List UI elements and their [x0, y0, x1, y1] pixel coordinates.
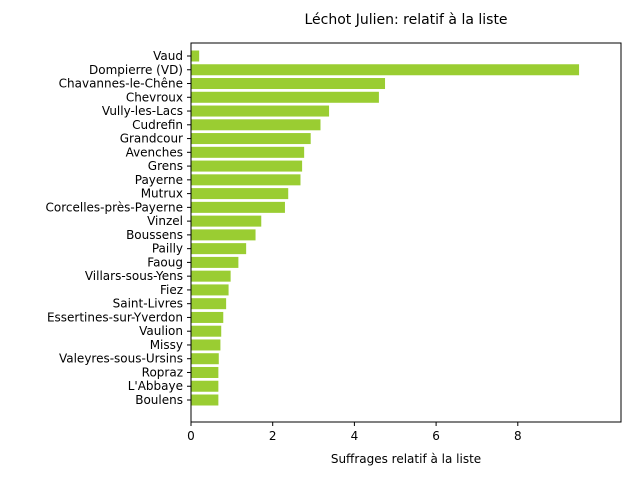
bar [191, 339, 221, 351]
category-label: Boulens [135, 393, 183, 407]
category-label: Chavannes-le-Chêne [59, 77, 183, 91]
bar [191, 133, 311, 145]
bar [191, 50, 200, 62]
bar [191, 215, 262, 227]
category-label: Corcelles-près-Payerne [45, 200, 183, 214]
category-label: Fiez [160, 283, 183, 297]
category-label: Grens [148, 159, 183, 173]
bar [191, 229, 256, 241]
plot-frame [190, 42, 622, 423]
bar [191, 366, 219, 378]
category-label: Vaud [153, 49, 183, 63]
bar [191, 325, 222, 337]
category-label: Valeyres-sous-Ursins [59, 352, 183, 366]
category-label: Mutrux [141, 187, 183, 201]
bar [191, 284, 229, 296]
category-label: Payerne [135, 173, 183, 187]
chart-title: Léchot Julien: relatif à la liste [304, 12, 507, 28]
bar [191, 78, 386, 90]
category-label: Essertines-sur-Yverdon [47, 310, 183, 324]
category-label: Faoug [147, 255, 183, 269]
category-label: Cudrefin [132, 118, 183, 132]
bar [191, 105, 330, 117]
x-tick-label: 4 [351, 429, 359, 443]
x-axis-ticks: 0 2 4 6 8 [187, 422, 522, 443]
bar [191, 270, 231, 282]
category-label: Grandcour [120, 132, 183, 146]
x-tick-label: 6 [432, 429, 440, 443]
x-tick-label: 8 [514, 429, 522, 443]
category-label: Ropraz [142, 365, 183, 379]
bar [191, 188, 289, 200]
bar [191, 243, 247, 255]
bar [191, 298, 227, 310]
x-tick-label: 2 [269, 429, 277, 443]
bar [191, 353, 219, 365]
x-axis-label: Suffrages relatif à la liste [331, 452, 481, 466]
category-label: Missy [150, 338, 183, 352]
category-label: Avenches [126, 145, 183, 159]
category-label: Vully-les-Lacs [102, 104, 183, 118]
category-label: Vinzel [147, 214, 183, 228]
category-label: Chevroux [126, 90, 183, 104]
bar [191, 91, 379, 103]
bar [191, 311, 224, 323]
category-label: Saint-Livres [113, 297, 183, 311]
category-label: L'Abbaye [128, 379, 183, 393]
bar [191, 380, 219, 392]
bar [191, 119, 321, 131]
bar [191, 201, 285, 213]
bar [191, 64, 580, 76]
x-tick-label: 0 [187, 429, 195, 443]
category-label: Dompierre (VD) [89, 63, 183, 77]
bar [191, 394, 219, 406]
bar [191, 256, 239, 268]
bar [191, 160, 303, 172]
category-label: Boussens [126, 228, 183, 242]
category-label: Pailly [152, 242, 183, 256]
bar [191, 146, 305, 158]
bar [191, 174, 301, 186]
category-label: Vaulion [139, 324, 183, 338]
category-label: Villars-sous-Yens [85, 269, 183, 283]
bars-group [191, 50, 580, 406]
